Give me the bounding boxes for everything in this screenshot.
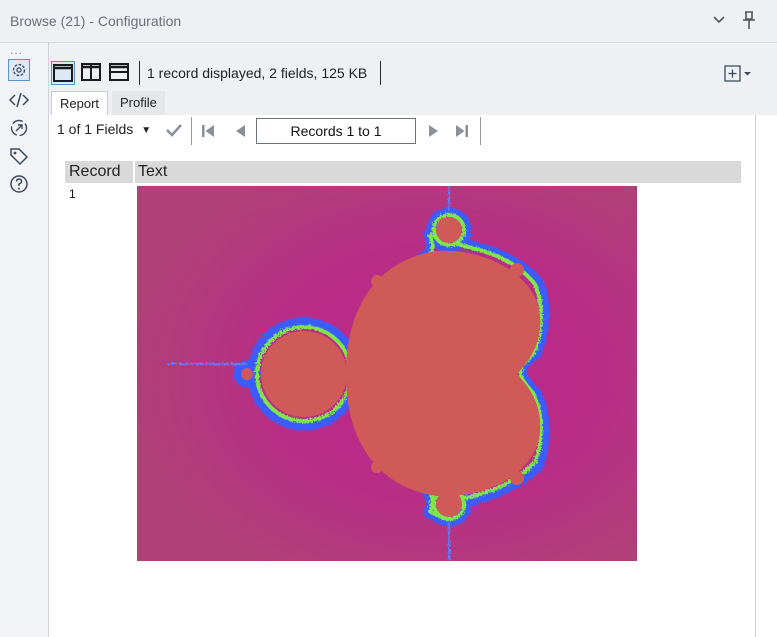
column-divider	[133, 161, 135, 183]
report-view: 1 of 1 Fields ▼ Records 1 to 1 Record	[49, 115, 756, 637]
single-pane-icon[interactable]	[51, 61, 75, 85]
first-record-icon[interactable]	[201, 124, 215, 138]
column-header-record[interactable]: Record	[69, 163, 121, 180]
previous-record-icon[interactable]	[233, 124, 247, 138]
nav-divider	[480, 117, 481, 145]
nav-divider	[191, 117, 192, 145]
tab-profile[interactable]: Profile	[112, 91, 165, 115]
record-navigation: 1 of 1 Fields ▼ Records 1 to 1	[49, 115, 755, 147]
code-icon[interactable]	[8, 89, 30, 111]
split-horizontal-icon[interactable]	[108, 61, 132, 85]
next-record-icon[interactable]	[427, 124, 441, 138]
window-titlebar: Browse (21) - Configuration	[0, 0, 777, 43]
browse-panel: 1 record displayed, 2 fields, 125 KB Rep…	[48, 43, 777, 637]
fields-dropdown-label: 1 of 1 Fields	[57, 121, 134, 137]
table-options-icon[interactable]	[723, 64, 757, 84]
split-vertical-icon[interactable]	[80, 61, 104, 85]
view-tabs: Report Profile	[49, 89, 777, 116]
help-icon[interactable]	[8, 173, 30, 195]
chevron-down-icon[interactable]	[710, 11, 728, 29]
caret-down-icon: ▼	[141, 125, 152, 136]
record-number: 1	[69, 187, 76, 201]
checkmark-icon[interactable]	[165, 122, 183, 138]
records-range[interactable]: Records 1 to 1	[256, 118, 416, 144]
tab-report[interactable]: Report	[51, 91, 109, 116]
toolbar-divider	[380, 61, 381, 85]
mandelbrot-image	[137, 186, 637, 561]
table-header: Record Text	[65, 161, 741, 183]
config-sidebar: ...	[0, 43, 38, 637]
tag-icon[interactable]	[8, 145, 30, 167]
pin-icon[interactable]	[739, 9, 759, 31]
sidebar-dots: ...	[10, 43, 24, 57]
window-title: Browse (21) - Configuration	[10, 13, 182, 29]
gear-icon[interactable]	[8, 59, 30, 81]
last-record-icon[interactable]	[455, 124, 469, 138]
browse-toolbar: 1 record displayed, 2 fields, 125 KB	[49, 43, 777, 89]
column-header-text[interactable]: Text	[138, 163, 168, 180]
toolbar-divider	[139, 61, 140, 85]
fields-dropdown[interactable]: 1 of 1 Fields ▼	[57, 121, 151, 141]
connection-icon[interactable]	[8, 117, 30, 139]
record-summary: 1 record displayed, 2 fields, 125 KB	[147, 65, 368, 81]
